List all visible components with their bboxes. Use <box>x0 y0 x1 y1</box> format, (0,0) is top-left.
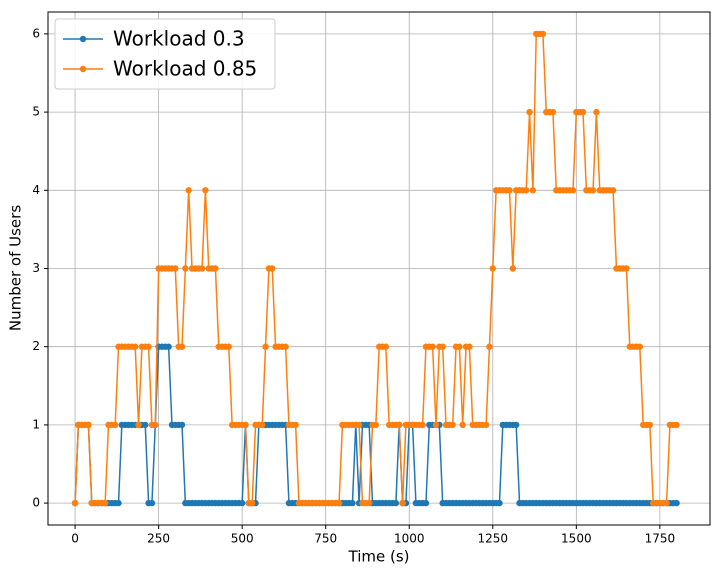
x-tick-label: 1750 <box>645 532 676 546</box>
marker <box>132 343 139 350</box>
marker <box>262 343 269 350</box>
marker <box>142 421 149 429</box>
marker <box>623 265 630 272</box>
x-tick-label: 500 <box>231 532 254 546</box>
marker <box>593 108 600 116</box>
marker <box>432 421 440 429</box>
marker <box>172 265 179 272</box>
marker <box>382 343 390 350</box>
marker <box>523 187 530 194</box>
marker <box>101 499 109 507</box>
legend-marker <box>79 65 87 73</box>
marker <box>482 421 490 429</box>
series <box>71 30 680 507</box>
marker <box>549 108 557 116</box>
marker <box>429 343 436 350</box>
marker <box>292 421 299 429</box>
marker <box>496 499 503 507</box>
marker <box>185 187 192 194</box>
marker <box>466 343 473 350</box>
legend-label: Workload 0.85 <box>113 57 257 81</box>
marker <box>579 108 587 116</box>
marker <box>526 108 533 116</box>
marker <box>152 421 159 429</box>
marker <box>85 421 92 429</box>
legend-marker <box>79 35 87 43</box>
marker <box>165 343 172 350</box>
marker <box>145 343 152 350</box>
marker <box>135 421 142 429</box>
x-tick-label: 750 <box>314 532 337 546</box>
marker <box>456 343 463 350</box>
marker <box>589 187 597 194</box>
x-tick-label: 0 <box>71 532 79 546</box>
y-tick-label: 3 <box>32 261 40 275</box>
marker <box>506 187 513 194</box>
marker <box>178 421 186 429</box>
marker <box>419 421 426 429</box>
marker <box>489 265 496 272</box>
marker <box>509 265 517 272</box>
marker <box>673 421 680 429</box>
marker <box>486 343 493 350</box>
marker <box>111 421 119 429</box>
marker <box>242 421 249 429</box>
marker <box>115 499 122 507</box>
marker <box>399 499 406 507</box>
marker <box>392 499 400 507</box>
marker <box>202 187 209 194</box>
marker <box>182 265 189 272</box>
marker <box>225 343 232 350</box>
marker <box>238 499 246 507</box>
marker <box>539 30 547 38</box>
marker <box>459 421 466 429</box>
marker <box>212 265 219 272</box>
x-tick-label: 1500 <box>561 532 592 546</box>
marker <box>148 499 156 507</box>
marker <box>636 343 644 350</box>
y-tick-label: 2 <box>32 339 40 353</box>
x-tick-label: 1250 <box>478 532 509 546</box>
marker <box>372 421 380 429</box>
marker <box>663 499 670 507</box>
marker <box>365 499 373 507</box>
x-tick-label: 250 <box>147 532 170 546</box>
y-tick-label: 1 <box>32 417 40 431</box>
y-tick-label: 0 <box>32 496 40 510</box>
marker <box>439 343 446 350</box>
marker <box>259 421 266 429</box>
marker <box>269 265 276 272</box>
y-axis-label: Number of Users <box>7 205 25 331</box>
marker <box>646 421 654 429</box>
marker <box>198 265 206 272</box>
marker <box>396 421 403 429</box>
marker <box>349 499 356 507</box>
marker <box>449 421 456 429</box>
y-tick-label: 5 <box>32 105 40 119</box>
y-tick-label: 4 <box>32 183 40 197</box>
y-tick-label: 6 <box>32 26 40 40</box>
plot-frame <box>47 11 711 526</box>
marker <box>609 187 617 194</box>
marker <box>335 499 343 507</box>
legend-label: Workload 0.3 <box>113 27 245 51</box>
marker <box>178 343 186 350</box>
marker <box>512 421 520 429</box>
marker <box>355 421 363 429</box>
legend-box <box>54 18 276 90</box>
marker <box>673 499 680 507</box>
marker <box>282 343 289 350</box>
x-axis-label: Time (s) <box>348 548 410 566</box>
x-tick-label: 1000 <box>394 532 425 546</box>
marker <box>529 187 537 194</box>
marker <box>422 499 430 507</box>
marker <box>71 499 79 507</box>
marker <box>569 187 577 194</box>
marker <box>248 499 256 507</box>
